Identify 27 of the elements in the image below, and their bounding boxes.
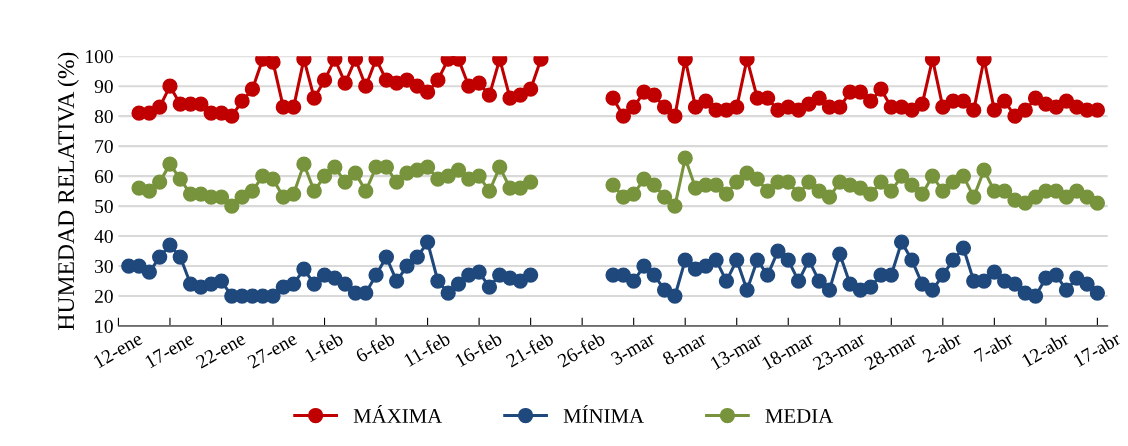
y-tick-label: 40 [94, 229, 113, 244]
x-tick-label: 2-abr [921, 330, 963, 363]
x-tick-label: 11-feb [402, 331, 452, 367]
x-tick-label: 6-feb [354, 331, 396, 363]
x-tick-label: 22-ene [195, 331, 247, 369]
x-tick-label: 1-feb [303, 331, 345, 363]
x-tick-label: 17-ene [144, 331, 195, 369]
y-axis-title: HUMEDAD RELATIVA (%) [57, 52, 79, 330]
y-tick-label: 10 [95, 319, 113, 333]
x-tick-label: 8-mar [661, 331, 708, 366]
x-tick-label: 12-abr [1020, 330, 1071, 368]
x-tick-label: 17-abr [1072, 330, 1122, 368]
y-tick-label: 100 [86, 50, 113, 64]
y-tick-label: 70 [95, 139, 113, 154]
legend-label: MÍNIMA [563, 404, 644, 423]
y-tick-label: 90 [94, 79, 113, 94]
y-tick-label: 60 [94, 169, 113, 184]
x-tick-label: 16-feb [454, 331, 503, 368]
y-tick-label: 50 [95, 199, 113, 214]
x-tick-label: 27-ene [246, 331, 298, 369]
y-tick-label: 30 [95, 259, 113, 273]
legend-label: MÁXIMA [353, 404, 443, 423]
y-tick-label: 80 [94, 109, 113, 124]
x-tick-label: 7-abr [973, 330, 1015, 363]
x-tick-label: 3-mar [610, 331, 657, 366]
y-tick-label: 20 [94, 289, 113, 303]
legend-label: MEDIA [765, 409, 834, 423]
